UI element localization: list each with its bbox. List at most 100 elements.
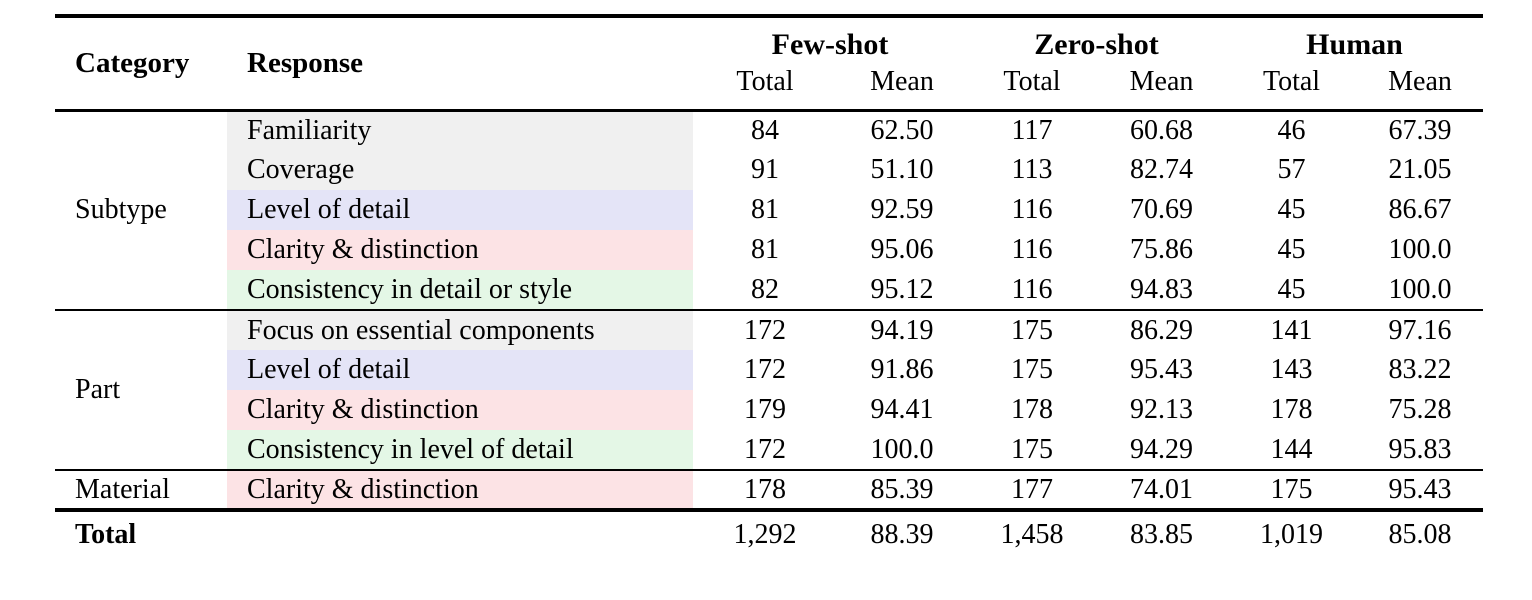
cell-zero-shot-total: 116 [1011, 234, 1053, 265]
cell-human-mean: 21.05 [1388, 154, 1452, 185]
total-row-empty-response-cell [227, 510, 693, 558]
cell-few-shot-total: 82 [693, 270, 837, 311]
response-cell: Consistency in detail or style [227, 270, 693, 311]
response-cell: Clarity & distinction [227, 390, 693, 430]
table-row: Level of detail 81 92.59 116 70.69 45 86… [55, 190, 1483, 230]
cell-human-mean: 86.67 [1388, 194, 1452, 225]
cell-zero-shot-total: 175 [1011, 314, 1053, 346]
cell-few-shot-total: 84 [751, 114, 779, 146]
table-row: Clarity & distinction 179 94.41 178 92.1… [55, 390, 1483, 430]
total-row-label: Total [75, 519, 137, 550]
header-row-groups: Category Response Few-shot Zero-shot Hum… [55, 16, 1483, 112]
cell-human-total: 57 [1277, 154, 1306, 185]
cell-zero-shot-mean: 82.74 [1130, 154, 1193, 185]
cell-few-shot-mean: 51.10 [870, 154, 934, 185]
total-row: Total 1,292 88.39 1,458 83.85 1,019 85.0… [55, 510, 1483, 558]
cell-zero-shot-total: 177 [967, 470, 1097, 512]
subheader-few-shot-mean: Mean [837, 64, 967, 112]
cell-few-shot-total: 172 [693, 430, 837, 471]
subheader-few-shot-total: Total [693, 64, 837, 112]
response-cell: Focus on essential components [227, 310, 693, 350]
total-zero-shot-mean: 83.85 [1130, 519, 1193, 550]
results-table-container: Category Response Few-shot Zero-shot Hum… [55, 14, 1484, 558]
cell-few-shot-total: 172 [744, 354, 786, 385]
cell-zero-shot-total: 175 [1011, 354, 1053, 385]
response-cell: Level of detail [227, 350, 693, 390]
cell-zero-shot-total: 116 [967, 270, 1097, 311]
subheader-zero-shot-total: Total [967, 64, 1097, 112]
category-cell-material: Material [55, 470, 227, 512]
cell-human-mean: 100.0 [1357, 270, 1484, 311]
cell-few-shot-total: 179 [744, 394, 786, 425]
cell-few-shot-mean: 95.12 [837, 270, 967, 311]
table-row: Consistency in detail or style 82 95.12 … [55, 270, 1484, 311]
cell-zero-shot-total: 117 [1011, 114, 1053, 146]
response-cell: Clarity & distinction [227, 230, 693, 270]
header-row-subcolumns: Total Mean Total Mean Total Mean [55, 64, 1484, 112]
cell-zero-shot-mean: 75.86 [1130, 234, 1193, 265]
cell-human-total: 175 [1226, 470, 1358, 512]
cell-human-total: 141 [1270, 314, 1313, 346]
cell-human-total: 45 [1277, 194, 1306, 225]
cell-few-shot-total: 91 [751, 154, 779, 185]
total-human-total: 1,019 [1260, 519, 1324, 550]
total-few-shot-mean: 88.39 [870, 519, 934, 550]
cell-human-total: 45 [1277, 234, 1306, 265]
cell-few-shot-total: 81 [751, 194, 779, 225]
cell-zero-shot-mean: 86.29 [1130, 314, 1193, 346]
cell-zero-shot-total: 113 [1011, 154, 1053, 185]
cell-few-shot-mean: 85.39 [837, 470, 967, 512]
group-header-few-shot: Few-shot [771, 28, 889, 61]
total-zero-shot-total: 1,458 [1000, 519, 1064, 550]
cell-human-total: 143 [1270, 354, 1313, 385]
table-row: Level of detail 172 91.86 175 95.43 143 … [55, 350, 1483, 390]
cell-human-mean: 75.28 [1388, 394, 1452, 425]
cell-zero-shot-mean: 60.68 [1130, 114, 1193, 146]
cell-zero-shot-mean: 94.29 [1097, 430, 1227, 471]
cell-few-shot-mean: 94.41 [870, 394, 934, 425]
cell-few-shot-mean: 94.19 [870, 314, 934, 346]
cell-human-total: 178 [1270, 394, 1313, 425]
group-header-human: Human [1306, 28, 1403, 61]
cell-few-shot-mean: 100.0 [837, 430, 967, 471]
cell-human-total: 46 [1277, 114, 1306, 146]
response-cell: Familiarity [227, 110, 693, 150]
cell-few-shot-mean: 62.50 [870, 114, 934, 146]
total-few-shot-total: 1,292 [733, 519, 797, 550]
subheader-human-mean: Mean [1357, 64, 1484, 112]
subheader-zero-shot-mean: Mean [1097, 64, 1227, 112]
evaluation-results-table: Category Response Few-shot Zero-shot Hum… [55, 14, 1484, 558]
cell-zero-shot-mean: 70.69 [1130, 194, 1193, 225]
cell-human-mean: 95.83 [1357, 430, 1484, 471]
table-row: Subtype Familiarity 84 62.50 117 60.68 4… [55, 110, 1483, 311]
group-header-zero-shot: Zero-shot [1034, 28, 1159, 61]
table-row: Clarity & distinction 81 95.06 116 75.86… [55, 230, 1483, 270]
cell-few-shot-total: 172 [744, 314, 786, 346]
cell-zero-shot-total: 178 [1011, 394, 1053, 425]
cell-zero-shot-mean: 92.13 [1130, 394, 1193, 425]
cell-few-shot-total: 81 [751, 234, 779, 265]
cell-zero-shot-mean: 94.83 [1097, 270, 1227, 311]
response-cell: Coverage [227, 150, 693, 190]
cell-zero-shot-mean: 74.01 [1097, 470, 1227, 512]
response-cell: Level of detail [227, 190, 693, 230]
cell-human-mean: 97.16 [1388, 314, 1452, 346]
total-human-mean: 85.08 [1388, 519, 1452, 550]
cell-zero-shot-total: 175 [967, 430, 1097, 471]
category-cell-subtype: Subtype [55, 110, 227, 311]
cell-human-mean: 95.43 [1357, 470, 1484, 512]
category-cell-part: Part [55, 310, 227, 471]
cell-few-shot-mean: 91.86 [870, 354, 934, 385]
response-cell: Consistency in level of detail [227, 430, 693, 471]
table-row: Part Focus on essential components 172 9… [55, 310, 1483, 471]
cell-human-total: 144 [1226, 430, 1358, 471]
table-row: Coverage 91 51.10 113 82.74 57 21.05 [55, 150, 1483, 190]
cell-zero-shot-total: 116 [1011, 194, 1053, 225]
cell-human-mean: 83.22 [1388, 354, 1452, 385]
table-row: Material Clarity & distinction 178 85.39… [55, 470, 1484, 512]
cell-human-mean: 67.39 [1388, 114, 1452, 146]
response-cell: Clarity & distinction [227, 470, 693, 512]
cell-human-mean: 100.0 [1388, 234, 1452, 265]
cell-few-shot-total: 178 [693, 470, 837, 512]
cell-human-total: 45 [1226, 270, 1358, 311]
